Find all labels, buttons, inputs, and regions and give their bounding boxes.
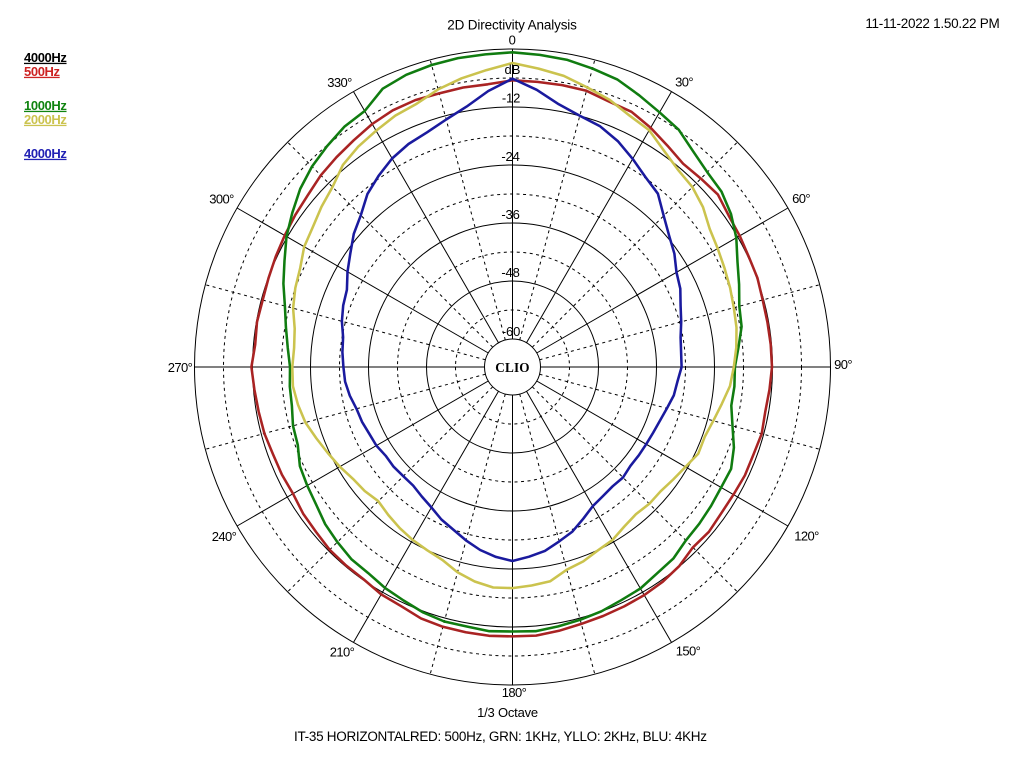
- svg-text:11-11-2022 1.50.22 PM: 11-11-2022 1.50.22 PM: [865, 16, 999, 31]
- svg-text:CLIO: CLIO: [495, 360, 530, 375]
- svg-text:120°: 120°: [794, 529, 819, 544]
- svg-text:500Hz: 500Hz: [24, 64, 61, 79]
- svg-text:2000Hz: 2000Hz: [24, 112, 67, 127]
- svg-text:0: 0: [509, 33, 516, 48]
- svg-text:210°: 210°: [330, 645, 355, 660]
- svg-text:1000Hz: 1000Hz: [24, 98, 67, 113]
- svg-text:180°: 180°: [502, 685, 527, 700]
- svg-text:1/3 Octave: 1/3 Octave: [477, 705, 538, 720]
- svg-text:330°: 330°: [327, 75, 352, 90]
- svg-text:-24: -24: [501, 149, 519, 164]
- svg-text:150°: 150°: [676, 644, 701, 659]
- svg-text:2D Directivity Analysis: 2D Directivity Analysis: [447, 17, 577, 32]
- svg-text:60°: 60°: [792, 191, 810, 206]
- svg-text:90°: 90°: [834, 357, 852, 372]
- svg-text:-12: -12: [502, 90, 520, 105]
- svg-text:30°: 30°: [675, 75, 693, 90]
- svg-text:dB: dB: [505, 62, 521, 77]
- svg-text:240°: 240°: [212, 529, 237, 544]
- svg-text:IT-35 HORIZONTALRED: 500Hz, GR: IT-35 HORIZONTALRED: 500Hz, GRN: 1KHz, Y…: [294, 729, 707, 744]
- svg-text:270°: 270°: [168, 360, 193, 375]
- svg-text:4000Hz: 4000Hz: [24, 50, 67, 65]
- svg-text:-36: -36: [501, 207, 519, 222]
- svg-text:4000Hz: 4000Hz: [24, 146, 67, 161]
- svg-text:-48: -48: [501, 265, 519, 280]
- svg-text:300°: 300°: [209, 192, 234, 207]
- svg-text:-60: -60: [502, 324, 520, 339]
